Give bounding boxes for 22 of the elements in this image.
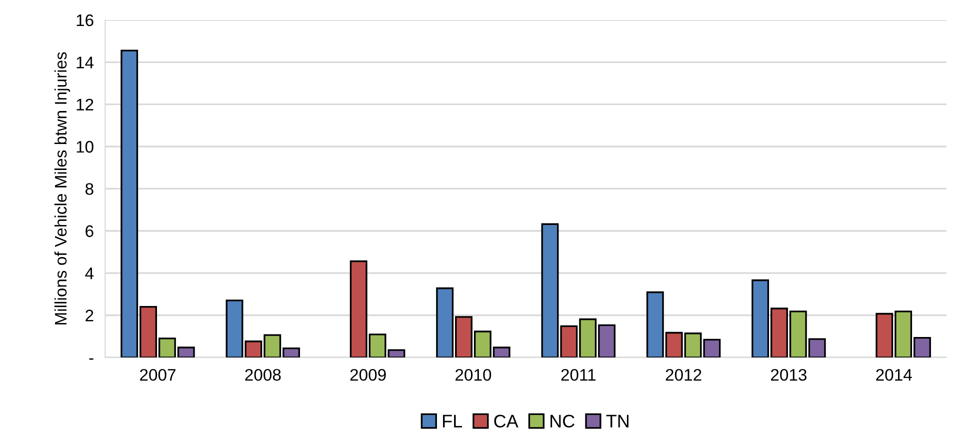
y-axis-title: Millions of Vehicle Miles btwn Injuries	[54, 52, 70, 324]
x-tick-label: 2007	[140, 368, 176, 381]
y-tick-label: 12	[76, 98, 94, 110]
y-tick-label: 14	[76, 56, 94, 68]
x-tick-label: 2010	[456, 368, 492, 381]
legend-label: CA	[494, 414, 518, 428]
x-tick-label: 2011	[561, 368, 596, 381]
y-tick-label: 10	[76, 140, 94, 153]
y-tick-label: -	[89, 358, 94, 360]
y-tick-label: 16	[76, 14, 94, 26]
y-tick-label: 6	[86, 225, 94, 238]
y-tick-label: 4	[85, 268, 94, 280]
y-tick-label: 2	[86, 310, 94, 322]
x-tick-label: 2013	[771, 368, 807, 381]
legend-label: TN	[606, 414, 628, 428]
legend-label: FL	[443, 414, 462, 428]
x-tick-label: 2008	[245, 368, 281, 381]
x-tick-label: 2012	[666, 368, 702, 381]
y-tick-label: 8	[86, 183, 94, 195]
x-tick-label: 2014	[876, 368, 912, 381]
legend-label: NC	[550, 414, 574, 428]
x-tick-label: 2009	[350, 368, 386, 381]
